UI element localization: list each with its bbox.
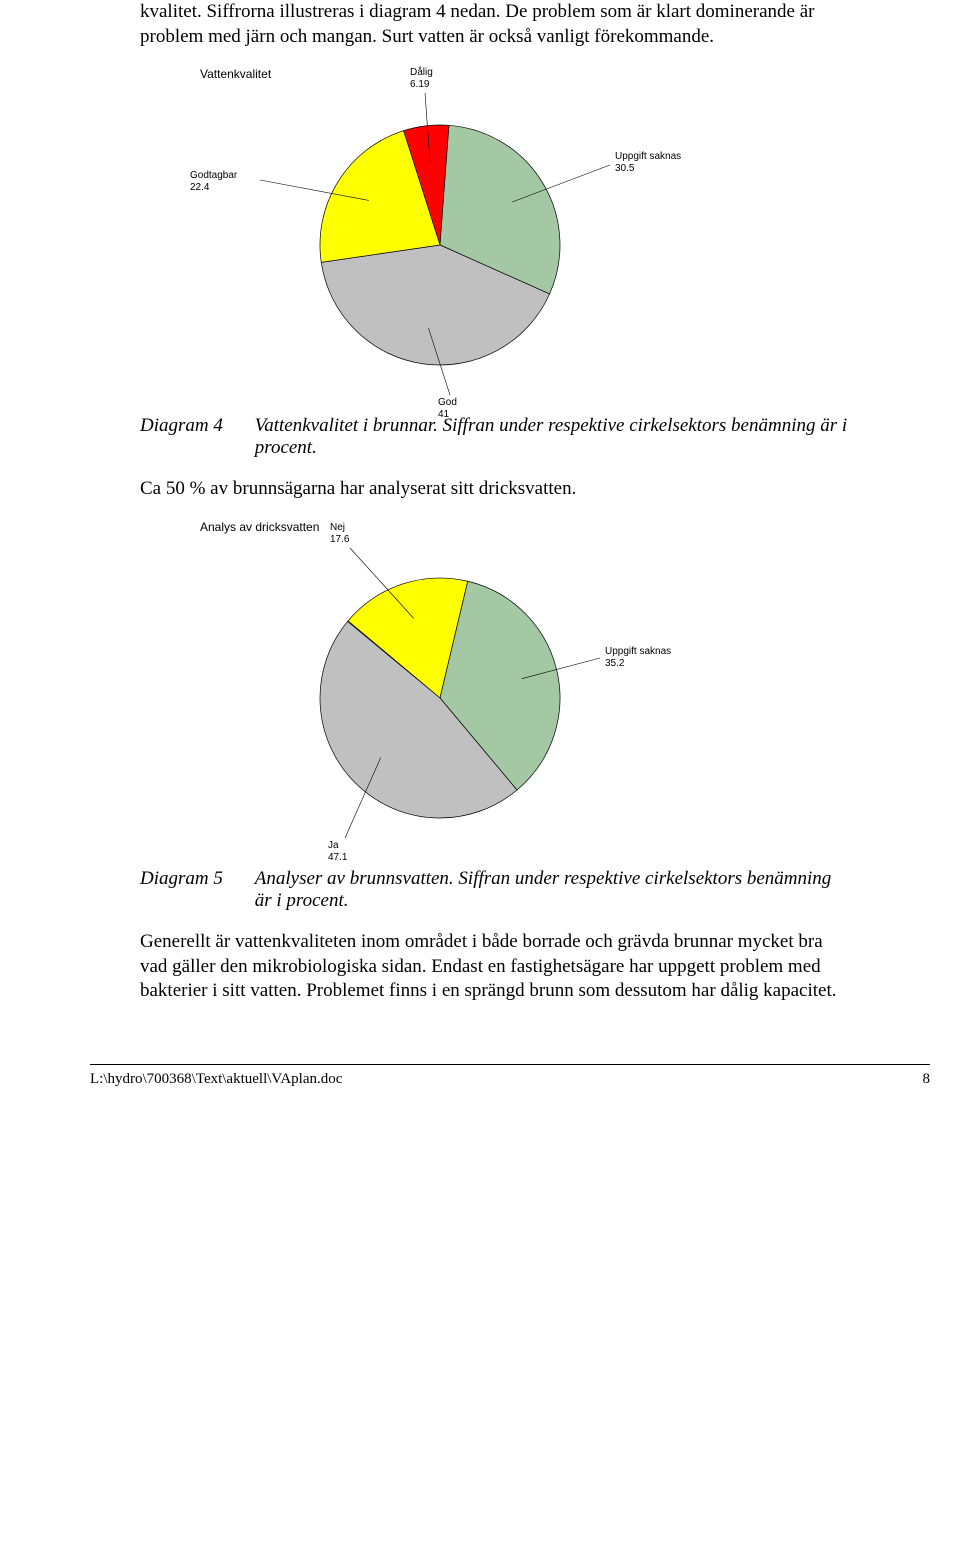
- diagram4-description: Vattenkvalitet i brunnar. Siffran under …: [255, 415, 850, 459]
- chart-analys: Nej17.6Uppgift saknas35.2Ja47.1: [180, 538, 700, 858]
- pie-label-dålig: Dålig6.19: [410, 67, 433, 91]
- end-paragraph: Generellt är vattenkvaliteten inom områd…: [140, 930, 850, 1004]
- intro-paragraph: kvalitet. Siffrorna illustreras i diagra…: [140, 0, 850, 49]
- mid-paragraph: Ca 50 % av brunnsägarna har analyserat s…: [140, 477, 850, 502]
- footer-path: L:\hydro\700368\Text\aktuell\VAplan.doc: [90, 1071, 342, 1088]
- chart1-title: Vattenkvalitet: [200, 67, 850, 81]
- pie-label-ja: Ja47.1: [328, 840, 347, 864]
- pie-label-uppgift-saknas: Uppgift saknas35.2: [605, 646, 671, 670]
- pie-label-nej: Nej17.6: [330, 522, 349, 546]
- pie-label-godtagbar: Godtagbar22.4: [190, 170, 237, 194]
- chart2-title: Analys av dricksvatten: [200, 520, 850, 534]
- chart-vattenkvalitet: Dålig6.19Uppgift saknas30.5God41Godtagba…: [180, 85, 700, 405]
- diagram4-number: Diagram 4: [140, 415, 250, 437]
- diagram5-number: Diagram 5: [140, 868, 250, 890]
- diagram5-description: Analyser av brunnsvatten. Siffran under …: [255, 868, 850, 912]
- pie-label-god: God41: [438, 397, 457, 421]
- diagram4-caption: Diagram 4 Vattenkvalitet i brunnar. Siff…: [140, 415, 850, 459]
- footer-rule: [90, 1064, 930, 1065]
- pie-label-uppgift-saknas: Uppgift saknas30.5: [615, 151, 681, 175]
- footer-page-number: 8: [923, 1071, 931, 1088]
- diagram5-caption: Diagram 5 Analyser av brunnsvatten. Siff…: [140, 868, 850, 912]
